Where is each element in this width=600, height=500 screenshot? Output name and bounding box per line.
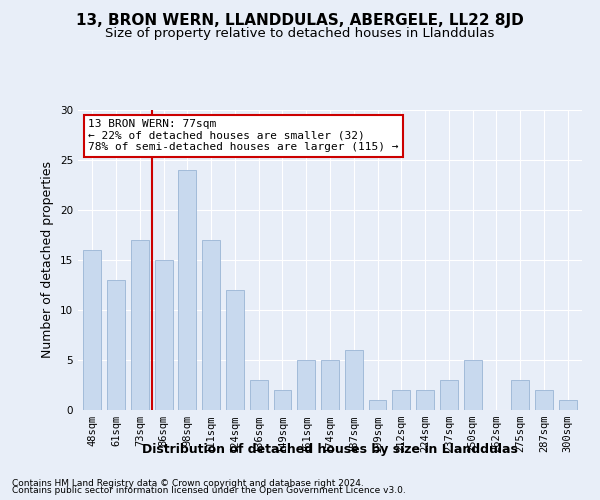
Bar [202,240,220,410]
Text: Contains public sector information licensed under the Open Government Licence v3: Contains public sector information licen… [12,486,406,495]
Bar [321,360,339,410]
Text: Size of property relative to detached houses in Llanddulas: Size of property relative to detached ho… [106,28,494,40]
Bar [107,280,125,410]
Bar [83,250,101,410]
Bar [559,400,577,410]
Bar [368,400,386,410]
Bar [178,170,196,410]
Bar [274,390,292,410]
Y-axis label: Number of detached properties: Number of detached properties [41,162,55,358]
Bar [155,260,173,410]
Text: Contains HM Land Registry data © Crown copyright and database right 2024.: Contains HM Land Registry data © Crown c… [12,478,364,488]
Bar [250,380,268,410]
Bar [416,390,434,410]
Bar [345,350,362,410]
Text: Distribution of detached houses by size in Llanddulas: Distribution of detached houses by size … [142,442,518,456]
Bar [535,390,553,410]
Bar [226,290,244,410]
Bar [440,380,458,410]
Text: 13, BRON WERN, LLANDDULAS, ABERGELE, LL22 8JD: 13, BRON WERN, LLANDDULAS, ABERGELE, LL2… [76,12,524,28]
Text: 13 BRON WERN: 77sqm
← 22% of detached houses are smaller (32)
78% of semi-detach: 13 BRON WERN: 77sqm ← 22% of detached ho… [88,119,398,152]
Bar [511,380,529,410]
Bar [131,240,149,410]
Bar [464,360,482,410]
Bar [298,360,315,410]
Bar [392,390,410,410]
